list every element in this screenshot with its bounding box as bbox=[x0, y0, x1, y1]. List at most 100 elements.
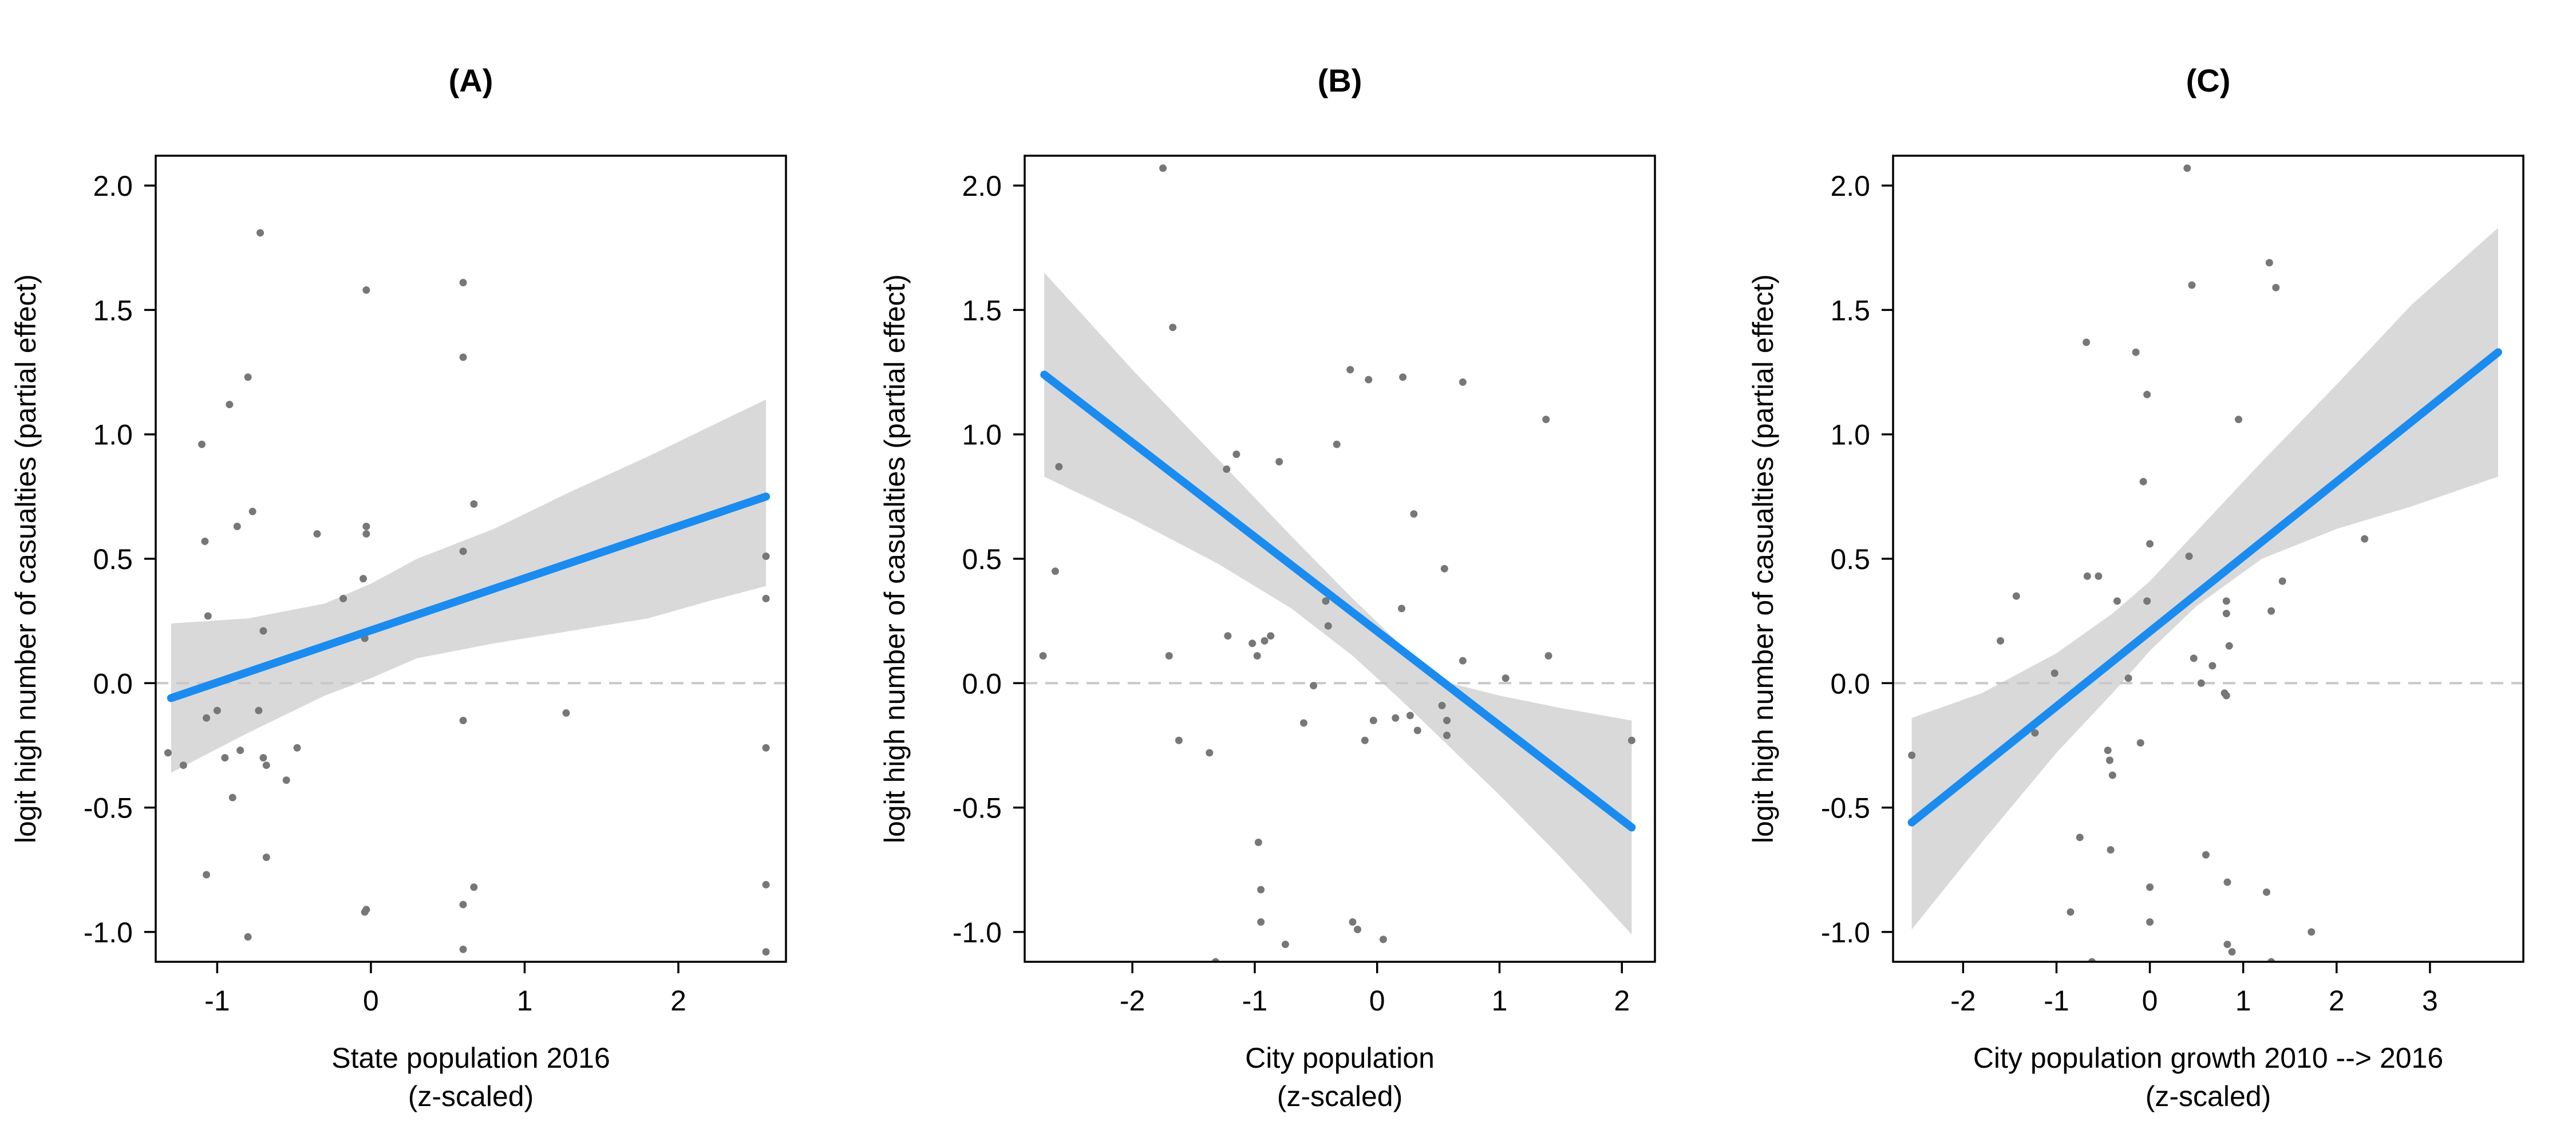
data-point bbox=[1908, 751, 1916, 759]
data-point bbox=[1410, 510, 1418, 518]
data-point bbox=[362, 906, 370, 914]
data-point bbox=[255, 706, 263, 714]
panel-title: (C) bbox=[2186, 62, 2231, 98]
data-point bbox=[1051, 567, 1059, 575]
y-tick-label: -0.5 bbox=[1821, 792, 1870, 824]
data-point bbox=[228, 793, 236, 802]
x-axis-label-unit: (z-scaled) bbox=[1277, 1080, 1402, 1112]
data-point bbox=[762, 595, 770, 603]
data-point bbox=[362, 530, 370, 538]
data-point bbox=[1406, 712, 1414, 720]
data-point bbox=[359, 575, 368, 583]
data-point bbox=[2012, 592, 2020, 600]
x-tick-label: -1 bbox=[2044, 985, 2069, 1017]
data-point bbox=[2223, 878, 2231, 886]
y-tick-label: -1.0 bbox=[953, 917, 1002, 949]
y-tick-label: 2.0 bbox=[962, 170, 1002, 202]
x-tick-label: 2 bbox=[1614, 985, 1630, 1017]
data-point bbox=[1627, 736, 1635, 744]
data-point bbox=[2105, 756, 2113, 764]
data-point bbox=[244, 933, 252, 941]
panel-a: -1 0 1 2 -1.0 -0.5 0.0 0.5 1.0 1.5 2.0 (A) State pop… bbox=[10, 62, 787, 1112]
data-point bbox=[2083, 572, 2091, 580]
data-point bbox=[2113, 597, 2121, 605]
confidence-band bbox=[1911, 228, 2498, 930]
data-point bbox=[2278, 577, 2286, 585]
data-point bbox=[459, 901, 467, 909]
data-point bbox=[1257, 918, 1265, 926]
data-point bbox=[459, 547, 467, 555]
fitted-line bbox=[1040, 370, 1636, 832]
data-point bbox=[2223, 941, 2231, 949]
data-point bbox=[236, 747, 244, 755]
data-point bbox=[1223, 465, 1231, 473]
data-point bbox=[203, 714, 211, 722]
data-point bbox=[248, 507, 256, 515]
data-point bbox=[2139, 477, 2147, 485]
data-point bbox=[1379, 935, 1387, 943]
data-point bbox=[762, 552, 770, 560]
y-tick-label: 1.5 bbox=[1830, 294, 1870, 326]
data-point bbox=[1039, 652, 1047, 660]
data-point bbox=[233, 523, 241, 531]
y-tick-label: 1.0 bbox=[962, 419, 1002, 451]
y-tick-label: 1.5 bbox=[962, 294, 1002, 326]
x-axis-label-unit: (z-scaled) bbox=[408, 1080, 534, 1112]
x-tick-label: 1 bbox=[2235, 985, 2251, 1017]
data-point bbox=[2190, 654, 2198, 662]
data-point bbox=[282, 776, 290, 784]
data-point bbox=[1997, 637, 2005, 645]
data-point bbox=[259, 754, 267, 762]
y-tick-label: 1.0 bbox=[93, 419, 133, 451]
data-point bbox=[164, 749, 172, 757]
data-point bbox=[339, 595, 347, 603]
data-point bbox=[2222, 610, 2230, 618]
data-point bbox=[1165, 652, 1173, 660]
data-point bbox=[1324, 622, 1332, 630]
y-tick-label: -1.0 bbox=[84, 917, 133, 949]
y-tick-label: -0.5 bbox=[953, 792, 1002, 824]
plot-area bbox=[1893, 164, 2523, 962]
y-tick-label: 0.5 bbox=[962, 543, 1002, 575]
data-point bbox=[2146, 883, 2154, 891]
data-point bbox=[762, 744, 770, 752]
x-tick-label: 0 bbox=[363, 985, 379, 1017]
data-point bbox=[226, 401, 234, 409]
data-point bbox=[562, 709, 570, 717]
y-axis-label: logit high number of casualties (partial… bbox=[10, 274, 42, 843]
data-point bbox=[1440, 564, 1448, 572]
data-point bbox=[2188, 281, 2196, 289]
data-point bbox=[2361, 535, 2369, 543]
data-point bbox=[1369, 716, 1377, 724]
y-tick-label: -1.0 bbox=[1821, 917, 1870, 949]
data-point bbox=[262, 761, 270, 769]
x-tick-label: -2 bbox=[1120, 985, 1145, 1017]
data-point bbox=[1349, 918, 1357, 926]
confidence-band bbox=[171, 399, 767, 773]
data-point bbox=[2031, 729, 2039, 737]
data-point bbox=[1502, 674, 1510, 682]
data-point bbox=[2146, 540, 2154, 548]
data-point bbox=[2050, 669, 2059, 677]
data-point bbox=[1159, 164, 1167, 172]
data-point bbox=[2136, 739, 2144, 747]
data-point bbox=[362, 286, 370, 294]
data-point bbox=[2197, 679, 2205, 687]
y-axis-label: logit high number of casualties (partial… bbox=[879, 274, 911, 843]
data-point bbox=[2143, 390, 2151, 398]
data-point bbox=[2183, 164, 2191, 172]
data-point bbox=[2132, 348, 2140, 356]
data-point bbox=[2308, 928, 2316, 936]
y-tick-label: 2.0 bbox=[93, 170, 133, 202]
data-point bbox=[203, 871, 211, 879]
data-point bbox=[198, 440, 206, 448]
data-point bbox=[2222, 692, 2230, 700]
x-tick-label: -1 bbox=[1242, 985, 1267, 1017]
data-point bbox=[2107, 846, 2115, 854]
x-tick-label: -2 bbox=[1950, 985, 1976, 1017]
data-point bbox=[2202, 851, 2210, 859]
x-axis-label: City population growth 2010 --> 2016 bbox=[1973, 1042, 2443, 1074]
data-point bbox=[2083, 338, 2091, 346]
fitted-line bbox=[167, 492, 771, 702]
data-point bbox=[2272, 283, 2280, 291]
